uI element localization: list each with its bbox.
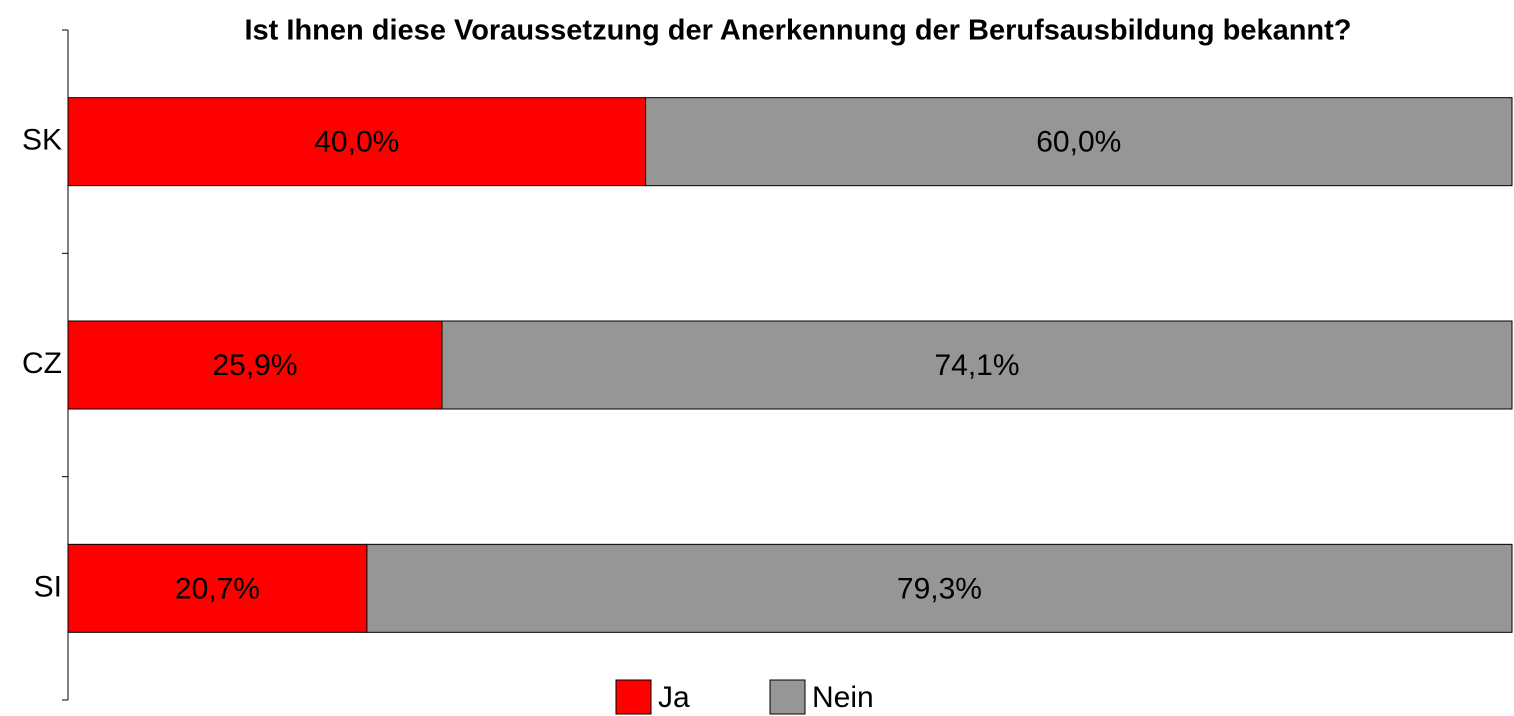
- legend-swatch: [769, 679, 806, 715]
- data-label: 20,7%: [175, 572, 260, 605]
- bar-segment: [441, 320, 1513, 410]
- data-label: 74,1%: [934, 349, 1019, 382]
- bar-segment: [366, 543, 1513, 633]
- bar-segment: [645, 97, 1513, 187]
- bar-segment: [67, 320, 443, 410]
- legend-label: Ja: [658, 681, 690, 714]
- data-label: 79,3%: [897, 572, 982, 605]
- legend-swatch: [615, 679, 652, 715]
- chart-title: Ist Ihnen diese Voraussetzung der Anerke…: [245, 15, 1352, 47]
- y-tick-label: SI: [34, 570, 62, 603]
- data-label: 60,0%: [1036, 126, 1121, 159]
- y-tick-label: CZ: [22, 347, 62, 380]
- bar-segment: [67, 97, 647, 187]
- y-tick-label: SK: [22, 124, 62, 157]
- data-label: 25,9%: [212, 349, 297, 382]
- bar-segment: [67, 543, 368, 633]
- legend-label: Nein: [812, 681, 874, 714]
- data-label: 40,0%: [314, 126, 399, 159]
